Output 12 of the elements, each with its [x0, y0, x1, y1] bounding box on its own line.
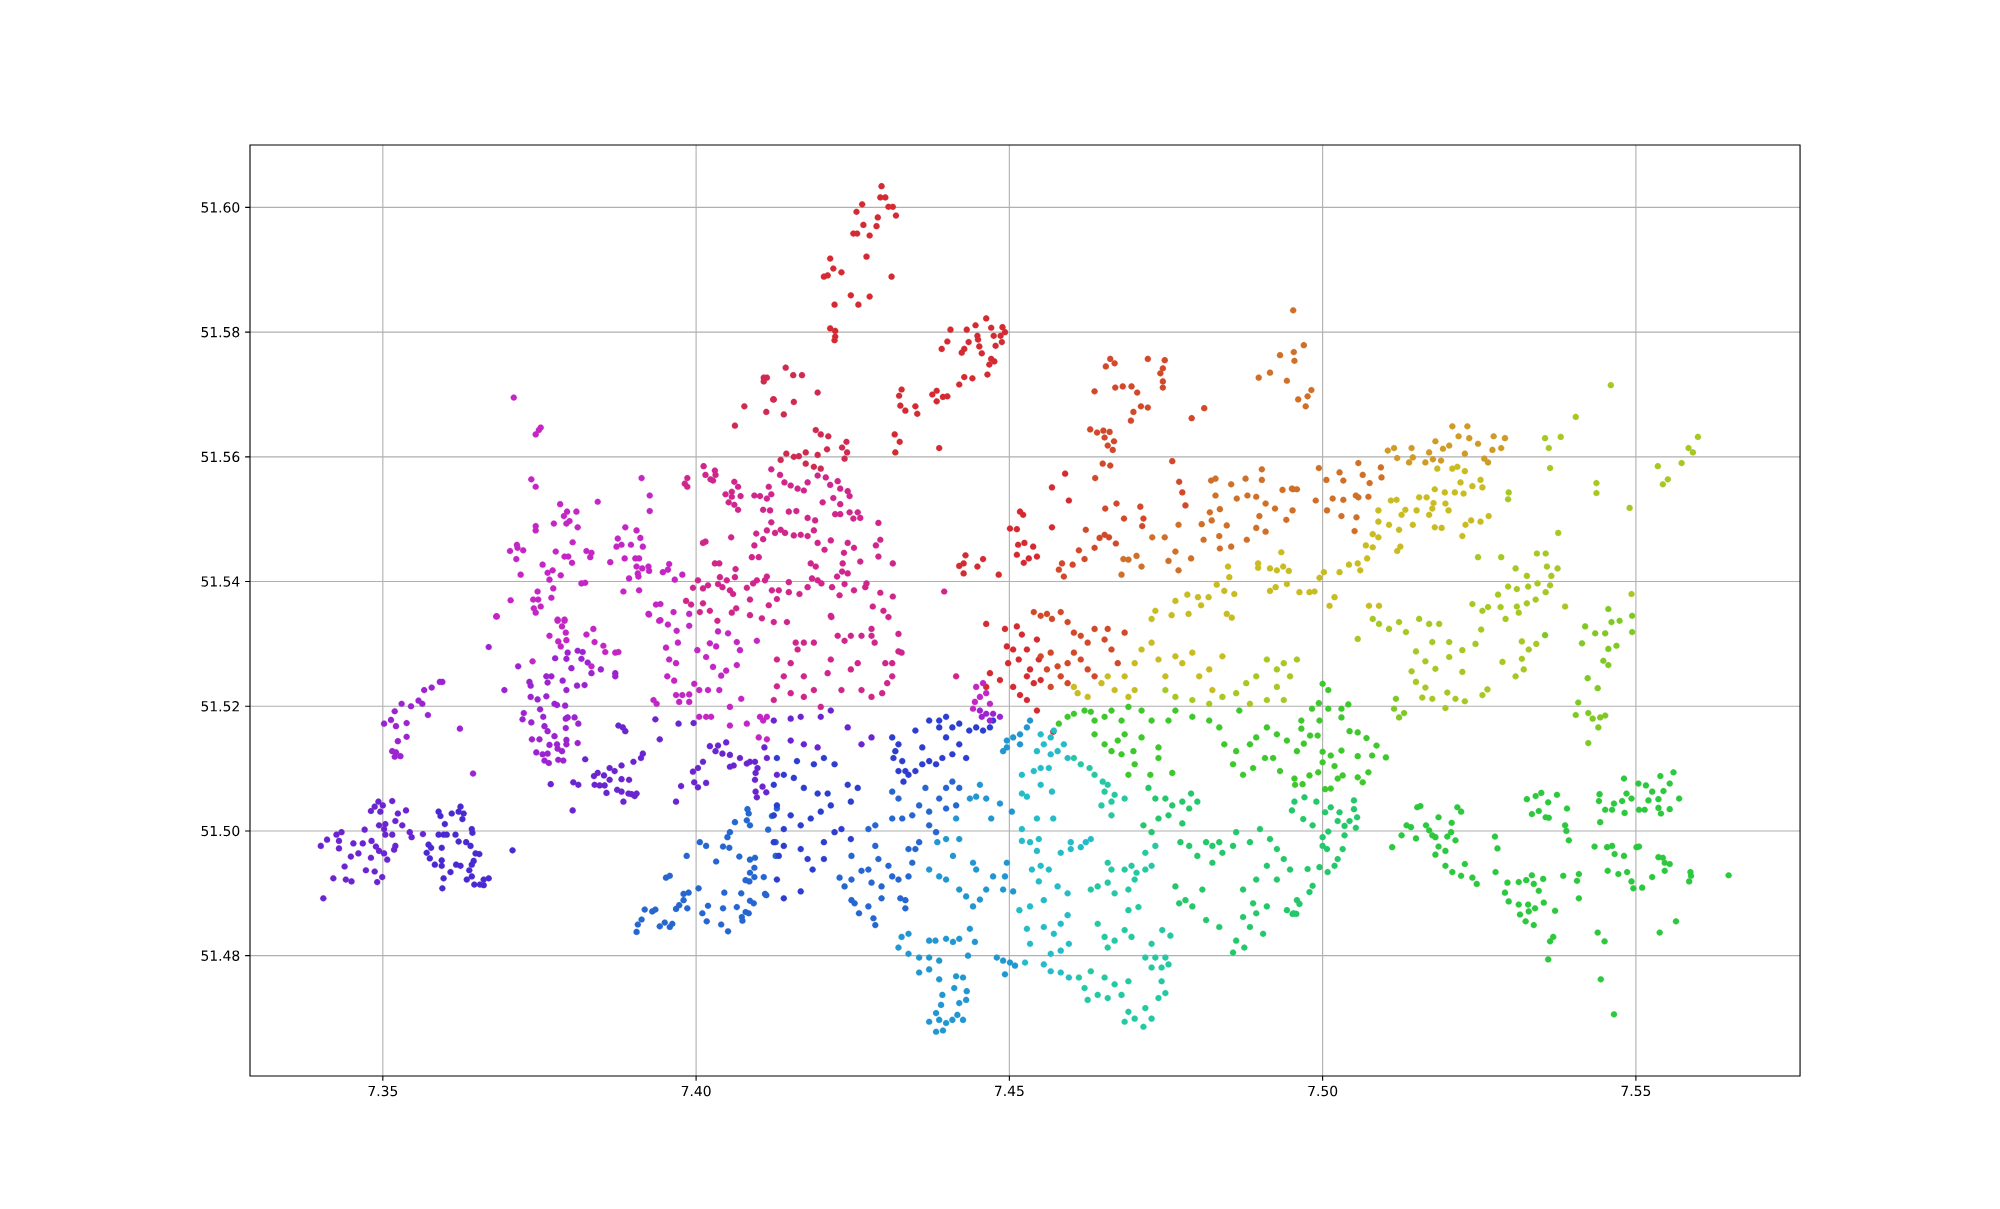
y-tick-label: 51.52 [201, 700, 239, 712]
x-tick-label: 7.50 [1308, 1085, 1338, 1097]
x-tick-label: 7.55 [1621, 1085, 1651, 1097]
y-tick-label: 51.58 [201, 326, 240, 338]
y-tick-label: 51.48 [201, 950, 240, 961]
y-tick-label: 51.50 [201, 825, 240, 837]
y-tick-label: 51.60 [201, 202, 240, 213]
y-tick-label: 51.54 [201, 576, 240, 587]
x-tick-label: 7.35 [368, 1085, 398, 1097]
y-tick-label: 51.56 [201, 451, 240, 463]
x-tick-label: 7.45 [995, 1085, 1024, 1097]
x-tick-label: 7.40 [681, 1085, 711, 1097]
